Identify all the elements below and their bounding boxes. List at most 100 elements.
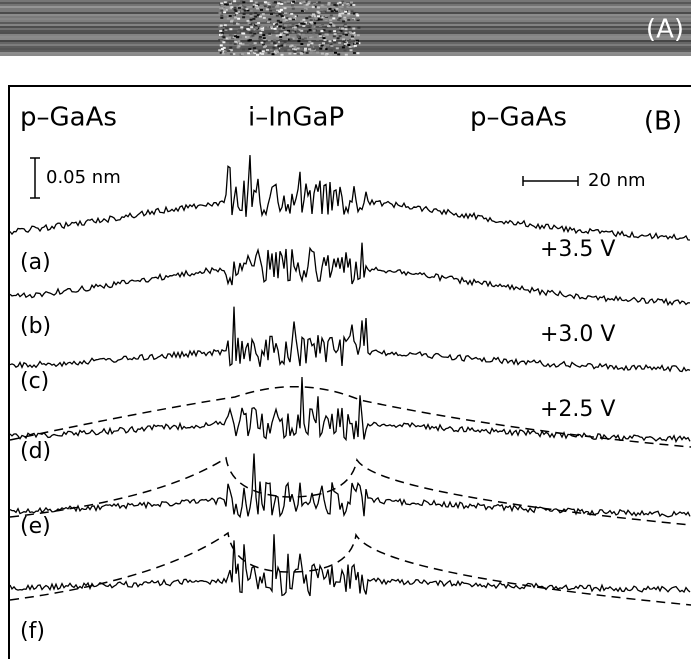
image-speckle	[328, 41, 332, 44]
image-speckle	[240, 0, 244, 3]
image-speckle	[258, 46, 262, 49]
panel-b-label: (B)	[644, 107, 682, 137]
trace-label: (f)	[20, 619, 45, 644]
image-speckle	[300, 20, 304, 23]
image-speckle	[242, 12, 246, 15]
image-speckle	[329, 23, 333, 26]
image-speckle	[298, 23, 302, 26]
image-row	[0, 14, 691, 16]
image-speckle	[324, 15, 328, 18]
image-speckle	[293, 50, 297, 53]
image-speckle	[245, 8, 249, 10]
image-speckle	[261, 26, 265, 29]
image-speckle	[307, 0, 311, 3]
image-speckle	[253, 42, 257, 45]
image-speckle	[341, 46, 345, 49]
image-speckle	[290, 12, 294, 15]
image-speckle	[296, 52, 300, 55]
image-speckle	[287, 29, 290, 32]
image-speckle	[324, 48, 328, 51]
image-speckle	[258, 37, 262, 40]
image-speckle	[270, 42, 274, 45]
image-speckle	[291, 23, 295, 26]
image-speckle	[304, 21, 308, 24]
image-speckle	[220, 38, 224, 41]
image-speckle	[311, 27, 315, 30]
image-speckle	[223, 11, 227, 14]
image-row	[0, 36, 691, 38]
image-speckle	[286, 24, 290, 27]
image-speckle	[260, 8, 263, 11]
image-speckle	[317, 15, 320, 18]
image-speckle	[344, 31, 348, 34]
image-speckle	[333, 33, 337, 36]
image-speckle	[243, 3, 247, 6]
image-speckle	[278, 13, 282, 16]
image-speckle	[223, 25, 226, 28]
band-profile	[9, 386, 691, 448]
image-speckle	[344, 28, 348, 31]
image-speckle	[262, 25, 266, 28]
image-speckle	[255, 23, 259, 26]
image-speckle	[219, 51, 223, 54]
image-speckle	[278, 25, 282, 28]
image-speckle	[247, 52, 251, 55]
image-speckle	[270, 26, 274, 29]
image-speckle	[222, 41, 226, 44]
image-speckle	[259, 5, 263, 7]
image-speckle	[223, 1, 227, 4]
trace-label: (e)	[20, 514, 51, 539]
image-speckle	[228, 15, 232, 17]
image-speckle	[330, 45, 334, 47]
image-speckle	[336, 26, 340, 29]
image-speckle	[356, 52, 360, 55]
traces: (a) +3.5 V (b) +3.0 V (c) +2.5 V (d) (e) (f)	[9, 155, 691, 644]
image-speckle	[284, 19, 288, 22]
image-speckle	[267, 51, 271, 54]
image-speckle	[330, 10, 334, 13]
image-speckle	[235, 22, 238, 25]
image-speckle	[300, 22, 304, 25]
image-speckle	[352, 4, 356, 6]
image-speckle	[279, 21, 283, 24]
image-speckle	[254, 29, 258, 32]
image-speckle	[222, 28, 226, 31]
image-speckle	[233, 0, 237, 3]
image-speckle	[239, 42, 242, 45]
image-speckle	[312, 33, 316, 36]
image-speckle	[347, 26, 351, 29]
image-speckle	[309, 24, 312, 27]
image-speckle	[309, 36, 313, 39]
image-speckle	[303, 0, 307, 3]
image-speckle	[280, 3, 284, 5]
image-speckle	[350, 1, 353, 4]
image-speckle	[312, 28, 316, 31]
image-speckle	[312, 13, 315, 16]
image-speckle	[219, 3, 223, 6]
image-speckle	[231, 34, 235, 37]
image-speckle	[238, 29, 241, 32]
image-speckle	[261, 28, 265, 31]
image-speckle	[233, 6, 237, 9]
image-speckle	[219, 7, 223, 10]
image-speckle	[333, 3, 337, 6]
image-speckle	[352, 27, 356, 30]
image-speckle	[343, 42, 347, 45]
image-speckle	[336, 5, 340, 8]
image-speckle	[237, 40, 241, 43]
image-speckle	[228, 2, 232, 5]
image-speckle	[274, 23, 278, 26]
image-speckle	[219, 24, 223, 27]
image-speckle	[279, 34, 283, 36]
image-speckle	[353, 12, 356, 15]
image-speckle	[220, 2, 224, 5]
image-speckle	[277, 34, 281, 37]
image-speckle	[259, 31, 263, 34]
image-speckle	[303, 4, 307, 7]
image-speckle	[273, 27, 277, 30]
image-speckle	[287, 48, 291, 51]
image-speckle	[275, 49, 279, 52]
image-speckle	[229, 53, 233, 56]
image-speckle	[322, 29, 326, 32]
